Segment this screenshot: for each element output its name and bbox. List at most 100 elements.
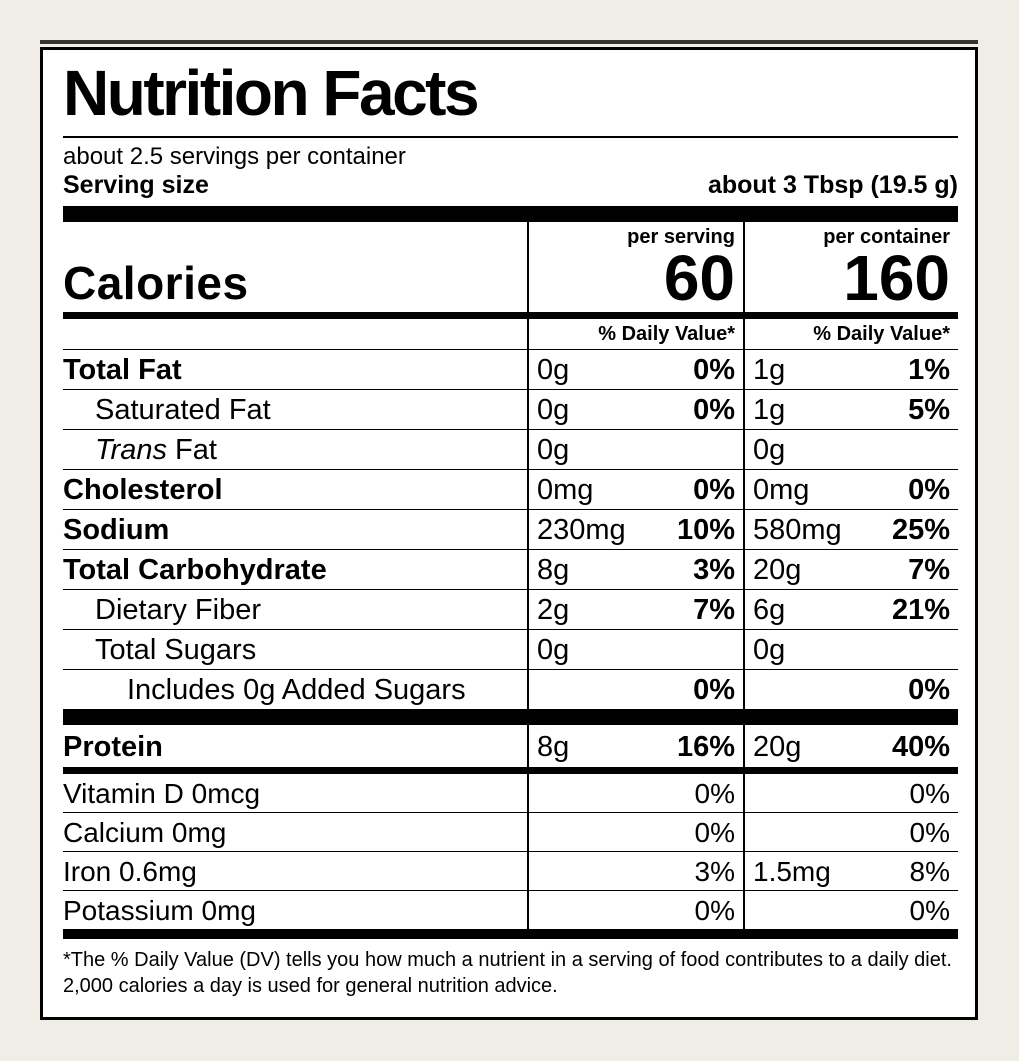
nutrient-rows: Total Fat 0g 0% 1g 1% Saturated Fat 0g 0% 1g 5% Tr…: [63, 350, 958, 710]
amount: 0g: [537, 394, 570, 426]
serving-cell: 8g 16%: [527, 725, 743, 769]
label-part: Cholesterol: [63, 474, 223, 506]
daily-value: 0%: [908, 474, 950, 506]
calories-section: Calories per serving 60 per container 16…: [63, 222, 958, 312]
amount: 580mg: [753, 514, 842, 546]
label-content: Nutrition Facts about 2.5 servings per c…: [63, 50, 958, 999]
daily-value: 0%: [694, 817, 735, 848]
serving-cell: 0%: [527, 670, 743, 710]
label-part: Potassium 0mg: [63, 895, 256, 926]
nutrient-row: Includes 0g Added Sugars 0% 0%: [63, 670, 958, 710]
thick-rule: [63, 709, 958, 725]
nutrient-label: Total Sugars: [63, 630, 527, 670]
nutrient-label: Vitamin D 0mcg: [63, 774, 527, 814]
nutrient-row: Total Carbohydrate 8g 3% 20g 7%: [63, 550, 958, 590]
container-cell: 20g 7%: [743, 550, 958, 590]
container-cell: 0mg 0%: [743, 470, 958, 510]
amount: 20g: [753, 731, 802, 763]
calories-value: 160: [843, 242, 950, 314]
daily-value: 0%: [909, 817, 950, 848]
daily-value: 0%: [693, 674, 735, 706]
amount: 1.5mg: [753, 856, 831, 887]
label-part: Calcium 0mg: [63, 817, 227, 848]
nutrient-row: Potassium 0mg 0% 0%: [63, 891, 958, 931]
serving-cell: 3%: [527, 852, 743, 892]
amount: 1g: [753, 394, 786, 426]
container-cell: 20g 40%: [743, 725, 958, 769]
calories-column: per serving 60: [527, 222, 743, 312]
nutrient-label: Total Carbohydrate: [63, 550, 527, 590]
nutrient-row: Vitamin D 0mcg 0% 0%: [63, 774, 958, 814]
container-cell: 0%: [743, 891, 958, 931]
container-cell: 0%: [743, 774, 958, 814]
nutrient-label: Calcium 0mg: [63, 813, 527, 853]
nutrient-row: Saturated Fat 0g 0% 1g 5%: [63, 390, 958, 430]
container-cell: 6g 21%: [743, 590, 958, 630]
amount: 20g: [753, 554, 802, 586]
amount: 0g: [537, 354, 570, 386]
nutrient-row: Iron 0.6mg 3% 1.5mg 8%: [63, 852, 958, 892]
serving-size: Serving size about 3 Tbsp (19.5 g): [63, 170, 958, 200]
container-cell: 1g 5%: [743, 390, 958, 430]
amount: 230mg: [537, 514, 626, 546]
amount: 0g: [753, 434, 786, 466]
serving-cell: 0%: [527, 774, 743, 814]
label-part: Trans: [95, 434, 167, 466]
amount: 0g: [537, 634, 570, 666]
container-cell: 0%: [743, 813, 958, 853]
label-part: Protein: [63, 731, 163, 763]
nutrient-row: Sodium 230mg 10% 580mg 25%: [63, 510, 958, 550]
label-part: Vitamin D 0mcg: [63, 778, 261, 809]
label-part: Total Fat: [63, 354, 182, 386]
daily-value: 3%: [694, 856, 735, 887]
serving-cell: 230mg 10%: [527, 510, 743, 550]
serving-cell: 0%: [527, 813, 743, 853]
container-cell: 1g 1%: [743, 350, 958, 390]
nutrient-row: Calcium 0mg 0% 0%: [63, 813, 958, 853]
daily-value: 10%: [676, 514, 735, 546]
label-part: Total Sugars: [95, 634, 257, 666]
medium-rule: [63, 312, 958, 319]
nutrient-row: Total Fat 0g 0% 1g 1%: [63, 350, 958, 390]
serving-cell: 2g 7%: [527, 590, 743, 630]
amount: 8g: [537, 731, 570, 763]
daily-value: 0%: [694, 778, 735, 809]
column-heading: per container: [823, 226, 950, 248]
label-part: Sodium: [63, 514, 170, 546]
container-cell: 0%: [743, 670, 958, 710]
title: Nutrition Facts: [63, 54, 958, 138]
daily-value: 7%: [908, 554, 950, 586]
daily-value: 21%: [891, 594, 950, 626]
serving-size-value: about 3 Tbsp (19.5 g): [707, 171, 958, 199]
column-heading: per serving: [627, 226, 735, 248]
nutrient-label: Cholesterol: [63, 470, 527, 510]
daily-value: 0%: [693, 474, 735, 506]
serving-cell: 0g: [527, 630, 743, 670]
serving-cell: 0g: [527, 430, 743, 470]
nutrient-label: Sodium: [63, 510, 527, 550]
daily-value: 3%: [693, 554, 735, 586]
label-part: Dietary Fiber: [95, 594, 261, 626]
amount: 0mg: [537, 474, 594, 506]
thick-rule: [63, 206, 958, 222]
serving-cell: 0mg 0%: [527, 470, 743, 510]
nutrient-label: Trans Fat: [63, 430, 527, 470]
serving-cell: 0g 0%: [527, 390, 743, 430]
container-cell: 580mg 25%: [743, 510, 958, 550]
label-part: Fat: [174, 434, 217, 466]
spacer: [63, 319, 527, 349]
label-part: Total Carbohydrate: [63, 554, 327, 586]
serving-cell: 0g 0%: [527, 350, 743, 390]
nutrition-label: Nutrition Facts about 2.5 servings per c…: [40, 47, 978, 1020]
nutrient-label: Potassium 0mg: [63, 891, 527, 931]
nutrient-label: Saturated Fat: [63, 390, 527, 430]
amount: 8g: [537, 554, 570, 586]
footnote: *The % Daily Value (DV) tells you how mu…: [63, 949, 952, 997]
vitamin-rows: Vitamin D 0mcg 0% 0% Calcium 0mg 0% 0% Iron 0.…: [63, 774, 958, 931]
dv-heading: % Daily Value*: [743, 319, 958, 349]
nutrient-row: Protein 8g 16% 20g 40%: [63, 725, 958, 769]
nutrient-label: Iron 0.6mg: [63, 852, 527, 892]
dv-header: % Daily Value* % Daily Value*: [63, 319, 958, 350]
amount: 6g: [753, 594, 786, 626]
